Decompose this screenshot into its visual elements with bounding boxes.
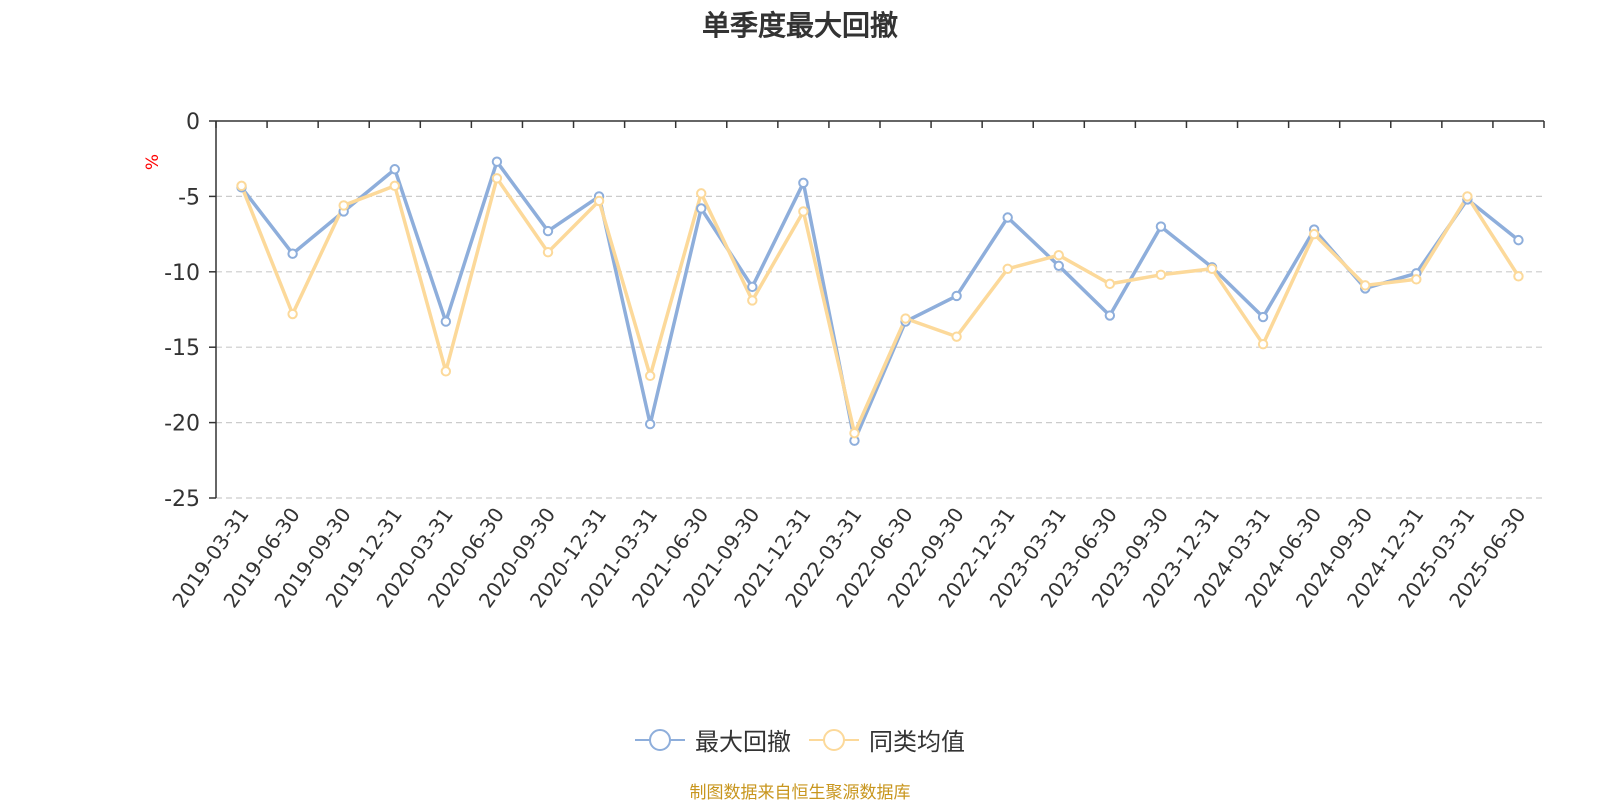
data-point-series-0 [1053,260,1064,271]
data-point-series-1 [440,366,452,377]
data-point-series-1 [593,195,605,207]
data-point-series-1 [900,313,911,324]
legend-label-max-drawdown: 最大回撤 [695,728,791,756]
data-point-series-1 [1462,191,1473,202]
data-point-series-0 [1513,234,1524,246]
data-point-series-0 [747,281,758,293]
data-point-series-1 [1360,280,1371,291]
data-point-series-1 [1257,338,1269,350]
data-point-series-0 [542,225,554,237]
y-tick-label: 0 [186,110,200,135]
data-point-series-1 [338,200,349,211]
y-tick-label: -15 [164,336,200,361]
data-point-series-0 [440,316,452,327]
data-point-series-1 [1206,263,1218,274]
data-point-series-1 [1155,269,1167,281]
data-point-series-1 [644,370,656,382]
data-point-series-0 [696,203,707,214]
data-point-series-1 [1002,263,1013,274]
data-point-series-0 [1002,212,1013,223]
y-axis-label: % [143,154,163,170]
data-point-series-0 [951,290,962,302]
data-point-series-0 [491,156,503,167]
series-line-0 [239,159,1521,443]
data-point-series-1 [696,188,707,199]
data-point-series-1 [798,206,809,217]
data-point-series-1 [542,246,554,258]
legend-label-peer-average: 同类均值 [869,728,965,756]
source-note: 制图数据来自恒生聚源数据库 [689,783,911,803]
data-point-series-0 [798,177,809,189]
y-tick-label: -20 [164,412,200,437]
data-point-series-0 [287,248,298,259]
data-point-series-1 [287,308,298,320]
data-point-series-1 [747,295,758,306]
series-line-1 [239,176,1521,435]
y-tick-label: -10 [164,261,200,286]
data-point-series-0 [389,164,400,175]
data-point-series-0 [1104,310,1116,321]
data-point-series-1 [1308,228,1320,240]
chart-title: 单季度最大回撤 [701,9,898,42]
data-point-series-1 [951,331,962,342]
legend: 最大回撤 同类均值 [0,722,1600,757]
data-point-series-1 [1053,250,1064,261]
legend-marker-max-drawdown [635,728,685,751]
data-point-series-1 [236,180,247,192]
data-point-series-0 [644,418,656,430]
legend-item-max-drawdown[interactable]: 最大回撤 [635,722,791,757]
data-point-series-1 [491,173,503,184]
data-point-series-1 [849,427,860,439]
y-tick-label: -25 [164,487,200,512]
data-point-series-1 [1104,278,1116,290]
y-tick-label: -5 [178,185,200,210]
data-point-series-1 [389,180,400,192]
legend-item-peer-average[interactable]: 同类均值 [809,722,965,757]
data-point-series-1 [1411,274,1422,285]
legend-marker-peer-average [809,728,859,751]
data-point-series-0 [1257,311,1269,323]
data-point-series-0 [1155,221,1167,232]
data-point-series-1 [1513,271,1524,282]
